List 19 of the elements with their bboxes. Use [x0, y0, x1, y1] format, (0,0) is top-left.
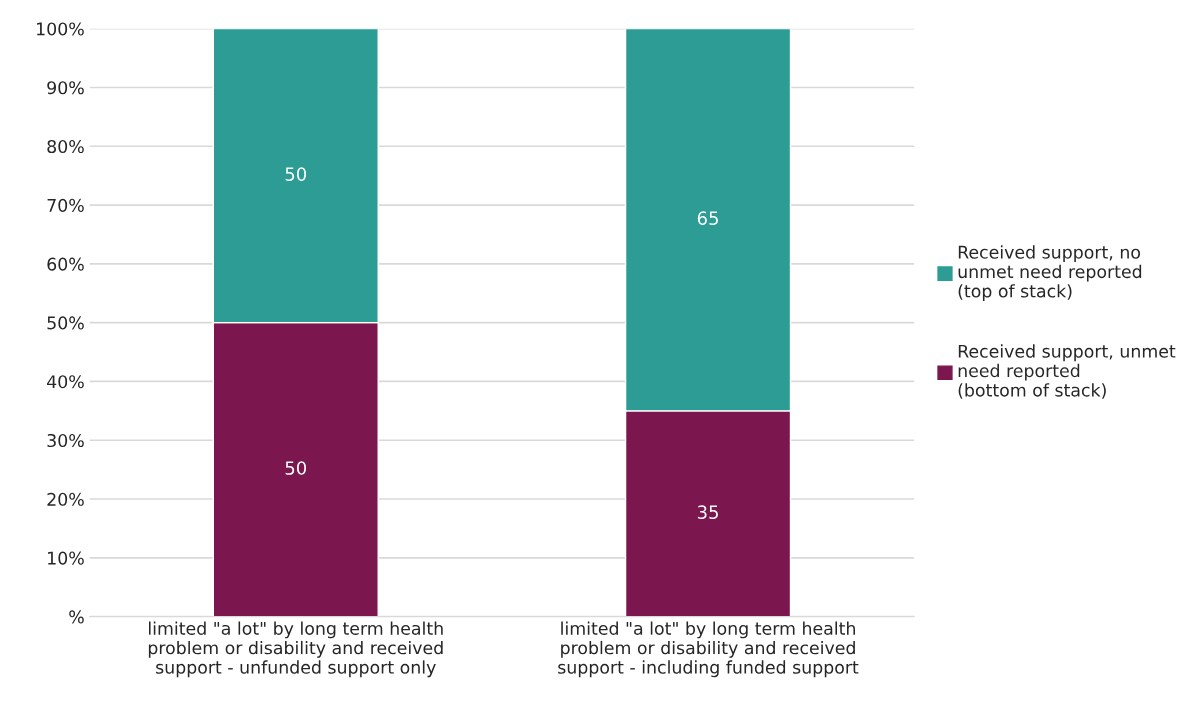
y-tick-label: 10%	[48, 551, 84, 565]
y-tick-label: 70%	[47, 198, 84, 212]
y-tick-label: 90%	[47, 81, 84, 95]
legend-label: Received support, no unmet need reported (top of stack)	[958, 245, 1142, 301]
x-tick-label: limited "a lot" by long term health problem or disability and received support - unfunded support only	[148, 621, 443, 678]
x-tick-label: limited "a lot" by long term health problem or disability and received support - including funded support	[558, 621, 859, 678]
y-tick-label: 20%	[47, 492, 84, 506]
data-label: 35	[697, 505, 718, 519]
y-tick-label: 40%	[47, 375, 84, 389]
y-tick-label: 60%	[47, 257, 84, 271]
y-tick-label: 100%	[37, 22, 84, 36]
y-tick-label: %	[69, 610, 84, 624]
y-tick-label: 30%	[47, 433, 84, 448]
legend-label: Received support, unmet need reported (bottom of stack)	[958, 344, 1176, 399]
data-label: 50	[285, 167, 307, 181]
y-tick-label: 80%	[47, 139, 84, 154]
data-label: 50	[285, 461, 307, 475]
data-label: 65	[697, 211, 718, 225]
y-tick-label: 50%	[47, 316, 84, 330]
